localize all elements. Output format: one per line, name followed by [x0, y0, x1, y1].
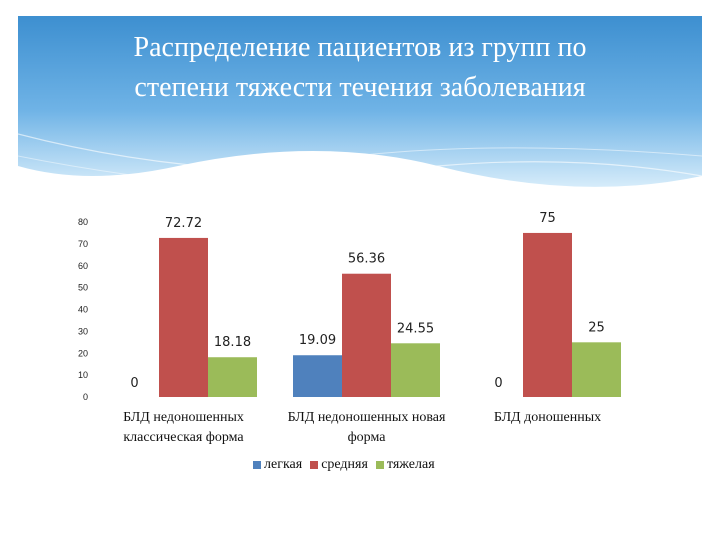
y-tick-label: 0 — [83, 392, 88, 402]
data-label: 0 — [494, 376, 502, 391]
y-tick-label: 20 — [78, 348, 88, 358]
category-label: БЛД недоношенных — [123, 410, 244, 425]
category-label: классическая форма — [123, 430, 244, 445]
data-label: 18.18 — [214, 335, 251, 350]
bar-1-2 — [523, 232, 572, 397]
legend-label: легкая — [264, 457, 303, 472]
legend-swatch — [375, 461, 384, 469]
chart-legend: легкая средняя тяжелая — [253, 457, 435, 473]
legend-label: средняя — [321, 457, 368, 472]
bar-2-1 — [391, 343, 440, 397]
bar-0-1 — [293, 355, 342, 397]
y-tick-label: 40 — [78, 305, 88, 315]
legend-swatch — [310, 461, 319, 469]
bar-2-0 — [208, 357, 257, 397]
y-tick-label: 10 — [78, 370, 88, 380]
y-tick-label: 80 — [78, 217, 88, 227]
category-label: БЛД недоношенных новая — [288, 410, 446, 425]
y-tick-label: 50 — [78, 283, 88, 293]
legend-item: легкая — [253, 457, 302, 473]
data-label: 24.55 — [397, 321, 434, 336]
bar-1-1 — [342, 273, 391, 397]
bar-1-0 — [159, 237, 208, 397]
y-tick-label: 70 — [78, 239, 88, 249]
title-line-1: Распределение пациентов из групп по — [133, 32, 587, 63]
bar-2-2 — [572, 342, 621, 397]
y-tick-label: 60 — [78, 261, 88, 271]
legend-item: тяжелая — [375, 457, 435, 473]
data-label: 72.72 — [165, 216, 202, 231]
category-label: БЛД доношенных — [494, 410, 601, 425]
data-label: 0 — [130, 376, 138, 391]
y-tick-label: 30 — [78, 326, 88, 336]
data-label: 19.09 — [299, 333, 336, 348]
data-label: 56.36 — [348, 252, 385, 267]
slide-title: Распределение пациентов из групп по степ… — [40, 28, 680, 108]
legend-swatch — [253, 461, 261, 469]
data-label: 75 — [539, 211, 556, 226]
data-label: 25 — [588, 320, 605, 335]
title-line-2: степени тяжести течения заболевания — [134, 72, 586, 103]
legend-item: средняя — [310, 457, 368, 473]
title-banner — [18, 16, 702, 206]
legend-label: тяжелая — [386, 457, 435, 472]
category-label: форма — [348, 430, 387, 445]
